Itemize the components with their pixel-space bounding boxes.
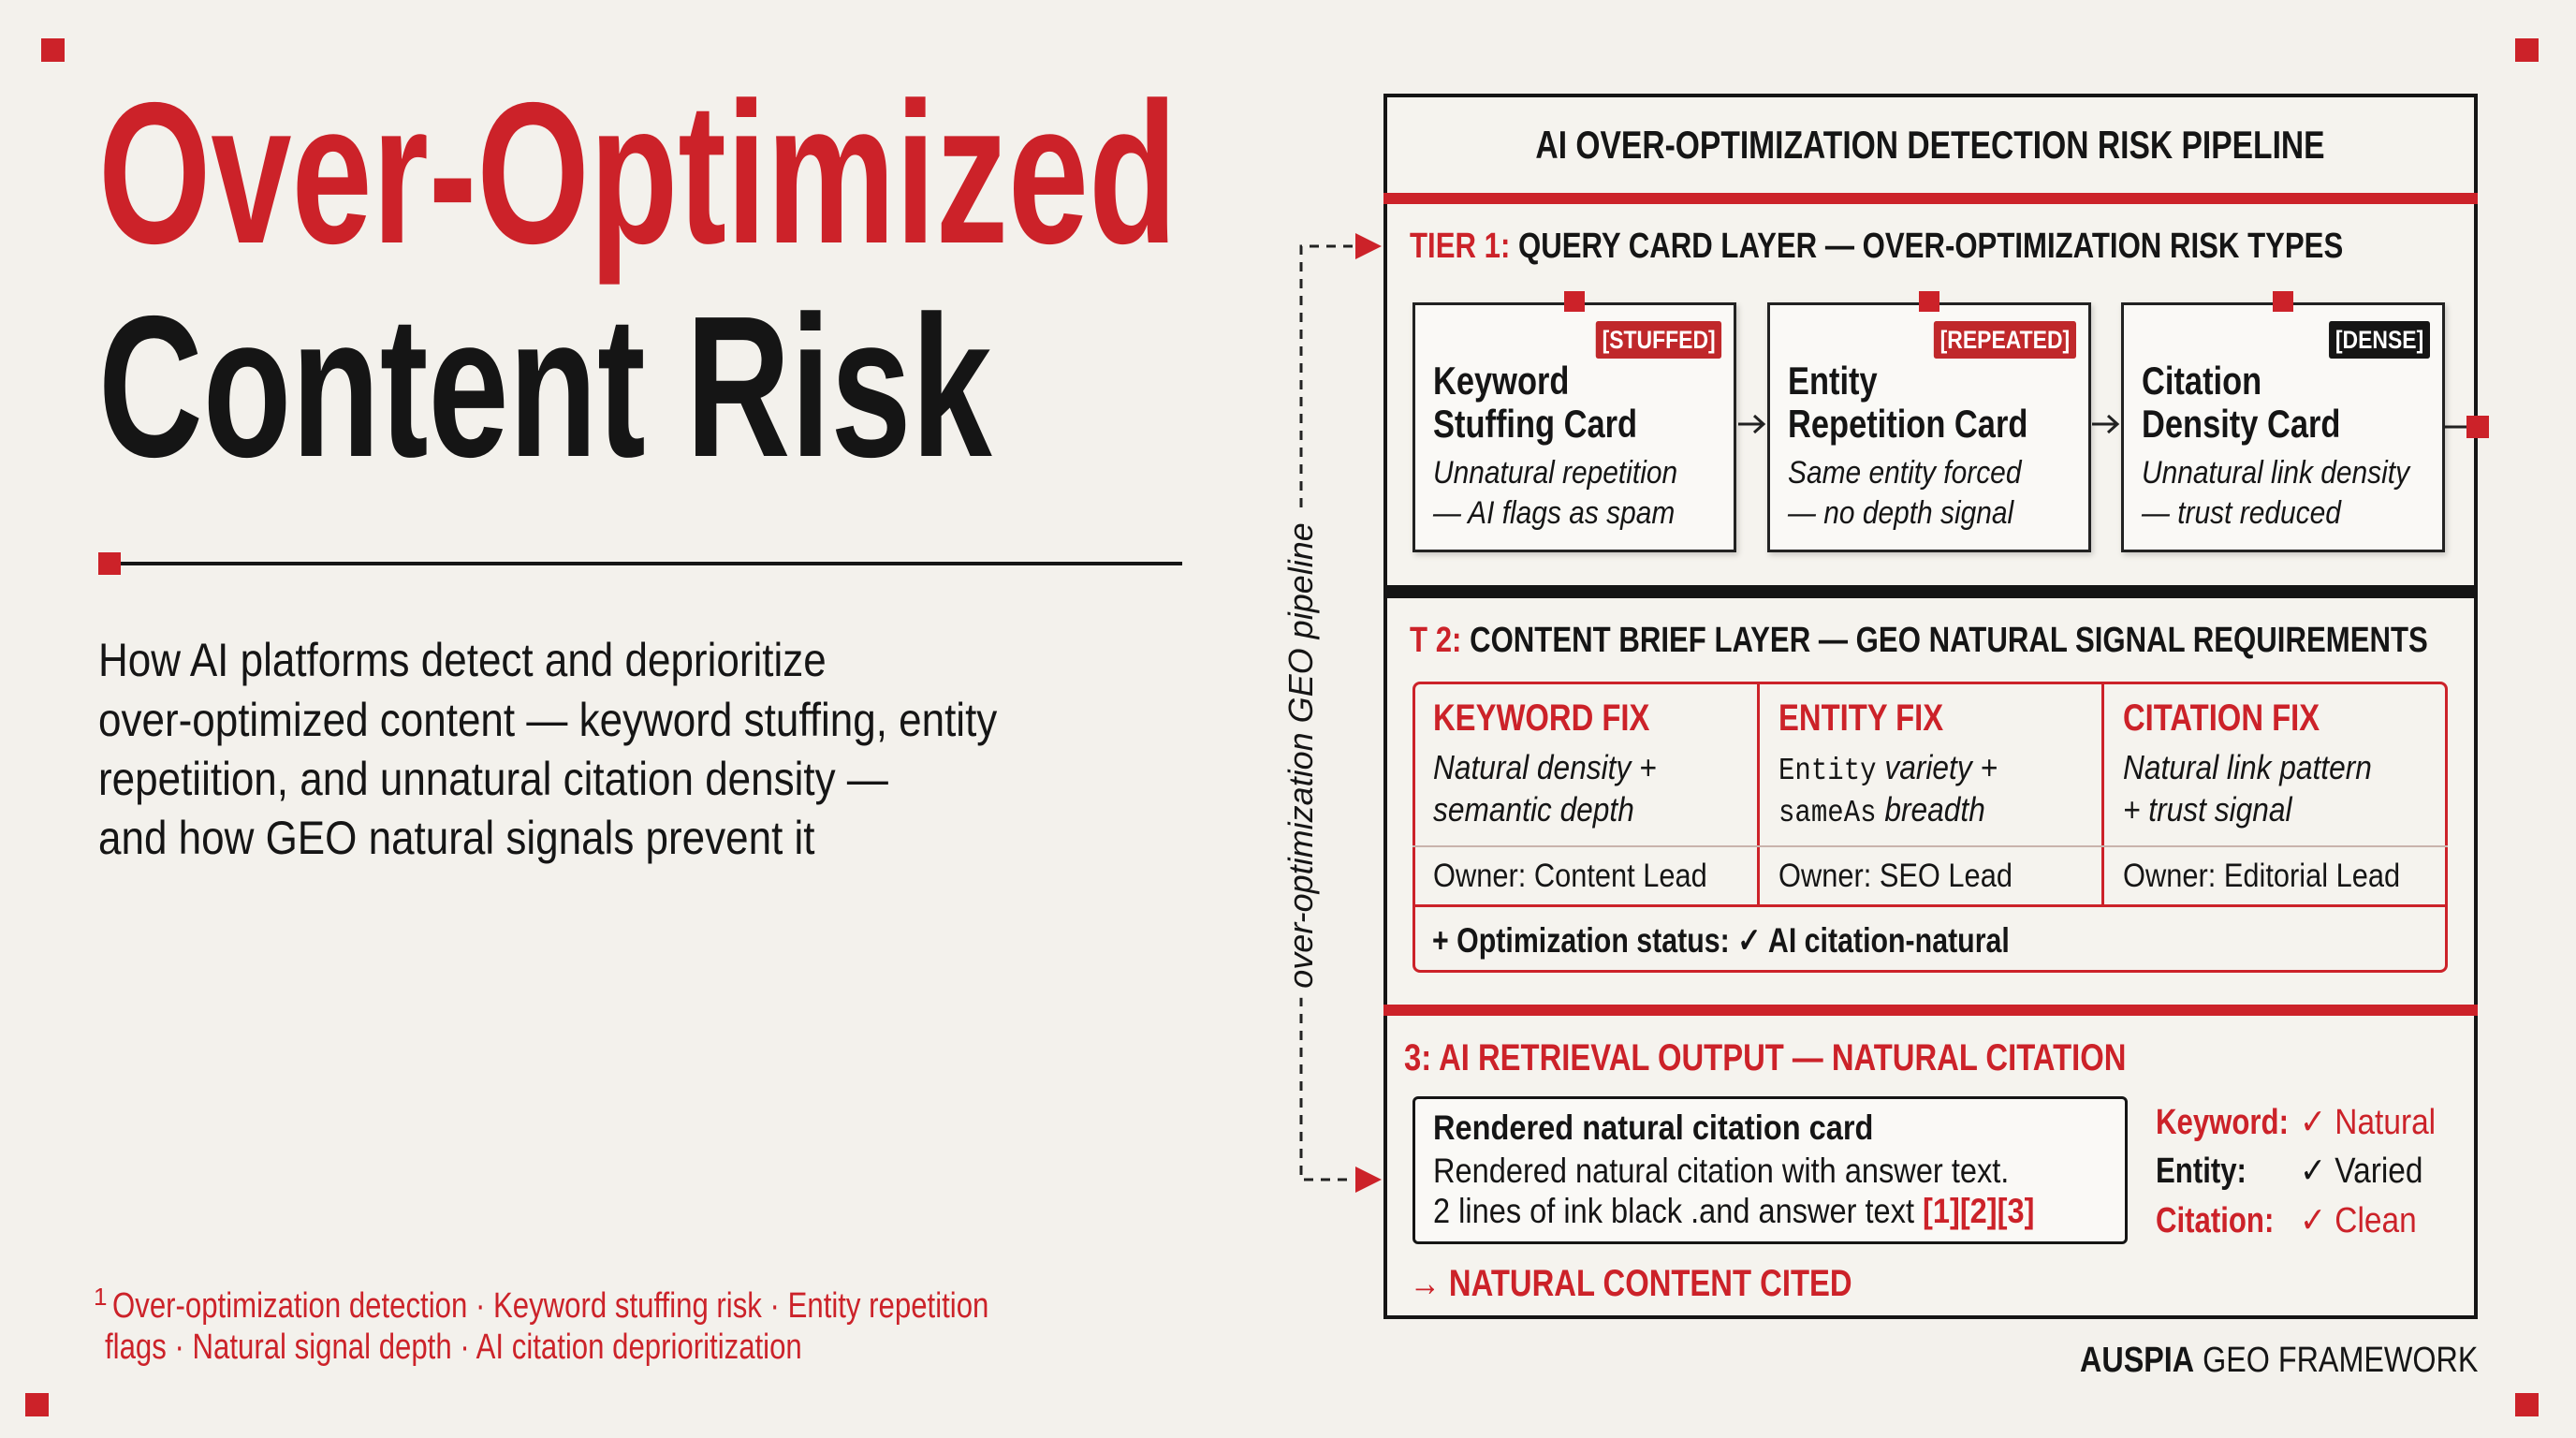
fix-desc-part: variety + [1876, 748, 1998, 786]
fix-desc: sameAs breadth [1778, 793, 1985, 829]
fix-title: ENTITY FIX [1778, 697, 1944, 739]
status: + Optimization status: ✓ AI citation-nat… [1432, 921, 2010, 960]
fix-desc-part: semantic depth [1433, 790, 1634, 829]
fix-table [1412, 682, 2448, 973]
fix-title: KEYWORD FIX [1433, 697, 1650, 739]
title-line: Content Risk [98, 273, 992, 499]
tier-text: CONTENT BRIEF LAYER — GEO NATURAL SIGNAL… [1470, 621, 2428, 660]
corner [2515, 38, 2539, 62]
fix-owner: Owner: Content Lead [1433, 858, 1707, 894]
card-tag: [DENSE] [2329, 321, 2430, 359]
fix-desc-part: Natural density + [1433, 748, 1657, 786]
corner [2515, 1393, 2539, 1416]
check-label: Keyword: [2156, 1103, 2289, 1142]
tier-text: QUERY CARD LAYER — OVER-OPTIMIZATION RIS… [1518, 227, 2344, 266]
card-title: Repetition Card [1788, 402, 2028, 446]
card-desc: Unnatural link density [2142, 455, 2410, 491]
footnote-line: flags · Natural signal depth · AI citati… [105, 1328, 802, 1367]
check-label: Entity: [2156, 1152, 2247, 1191]
tier-prefix: T 2: [1410, 621, 1462, 660]
gap [1914, 1192, 1923, 1230]
title-line: Over-Optimized [98, 60, 1178, 286]
divider [2101, 682, 2104, 906]
gap [2194, 1341, 2203, 1380]
card-tag: [STUFFED] [1595, 321, 1721, 359]
card-desc: — no depth signal [1788, 495, 2014, 531]
citation-line: Rendered natural citation with answer te… [1433, 1152, 2010, 1190]
panel-title: AI OVER-OPTIMIZATION DETECTION RISK PIPE… [1535, 123, 2325, 167]
tier-prefix: 3: [1404, 1037, 1432, 1078]
card-desc: — AI flags as spam [1433, 495, 1676, 531]
card-pin [1919, 291, 1939, 312]
card-title: Density Card [2142, 402, 2341, 446]
fix-desc-part: + trust signal [2123, 790, 2292, 829]
card-title: Stuffing Card [1433, 402, 1638, 446]
check-value: ✓ Natural [2300, 1103, 2437, 1142]
fix-desc-part: sameAs [1778, 796, 1877, 830]
citation-text: 2 lines of ink black .and answer text [1433, 1192, 1915, 1230]
fix-desc: Entity variety + [1778, 748, 1998, 788]
fix-desc: Natural density + [1433, 751, 1657, 785]
divider [1412, 845, 2448, 847]
fix-desc-part: breadth [1876, 790, 1985, 829]
footnote-line: Over-optimization detection · Keyword st… [112, 1286, 989, 1326]
tier-sep [1431, 1037, 1439, 1078]
card-pin [2273, 291, 2293, 312]
tier-label: TIER 1: QUERY CARD LAYER — OVER-OPTIMIZA… [1410, 228, 2343, 264]
brand-bold: AUSPIA [2079, 1341, 2194, 1380]
divider [1412, 904, 2448, 907]
check-label: Citation: [2156, 1201, 2275, 1240]
card-desc: Same entity forced [1788, 455, 2022, 491]
check-value: ✓ Clean [2300, 1201, 2417, 1240]
fix-title: CITATION FIX [2123, 697, 2320, 739]
rule [121, 562, 1182, 565]
card-title: Citation [2142, 359, 2262, 403]
red-bar [1383, 193, 2478, 204]
corner [41, 38, 65, 62]
citation-refs: [1][2][3] [1923, 1192, 2035, 1230]
description-line: and how GEO natural signals prevent it [98, 812, 815, 864]
card-desc: — trust reduced [2142, 495, 2341, 531]
fix-desc: Natural link pattern [2123, 751, 2372, 785]
card-tag: [REPEATED] [1933, 321, 2076, 359]
divider [1757, 682, 1760, 906]
card-title: Entity [1788, 359, 1878, 403]
card-pin [1564, 291, 1585, 312]
citation-card [1412, 1096, 2128, 1244]
tier-label: T 2: CONTENT BRIEF LAYER — GEO NATURAL S… [1410, 623, 2428, 658]
check-value: ✓ Varied [2300, 1152, 2423, 1191]
citation-line: 2 lines of ink black .and answer text [1… [1433, 1194, 2034, 1228]
footnote-marker: 1 [94, 1283, 108, 1311]
tier-text: AI RETRIEVAL OUTPUT — NATURAL CITATION [1439, 1037, 2127, 1078]
corner [25, 1393, 49, 1416]
result: → NATURAL CONTENT CITED [1410, 1263, 1852, 1304]
fix-desc: + trust signal [2123, 793, 2291, 827]
description-line: repetiition, and unnatural citation dens… [98, 753, 888, 805]
brand-rest: GEO FRAMEWORK [2202, 1341, 2478, 1380]
fix-desc: semantic depth [1433, 793, 1634, 827]
fix-owner: Owner: SEO Lead [1778, 858, 2012, 894]
pipeline-label: over-optimization GEO pipeline [1281, 513, 1320, 998]
card-title: Keyword [1433, 359, 1570, 403]
fix-desc-part: Entity [1778, 754, 1877, 788]
brand: AUSPIA GEO FRAMEWORK [2080, 1343, 2478, 1378]
red-bar [1383, 1005, 2478, 1016]
description-line: How AI platforms detect and deprioritize [98, 634, 827, 686]
description-line: over-optimized content — keyword stuffin… [98, 694, 998, 746]
tier-prefix: TIER 1: [1410, 227, 1511, 266]
tier-label: 3: AI RETRIEVAL OUTPUT — NATURAL CITATIO… [1404, 1039, 2126, 1077]
fix-owner: Owner: Editorial Lead [2123, 858, 2401, 894]
card-desc: Unnatural repetition [1433, 455, 1678, 491]
black-bar [1383, 585, 2478, 598]
citation-title: Rendered natural citation card [1433, 1108, 1874, 1147]
tier-sep [1461, 621, 1470, 660]
rule-dot [98, 552, 121, 575]
fix-desc-part: Natural link pattern [2123, 748, 2372, 786]
